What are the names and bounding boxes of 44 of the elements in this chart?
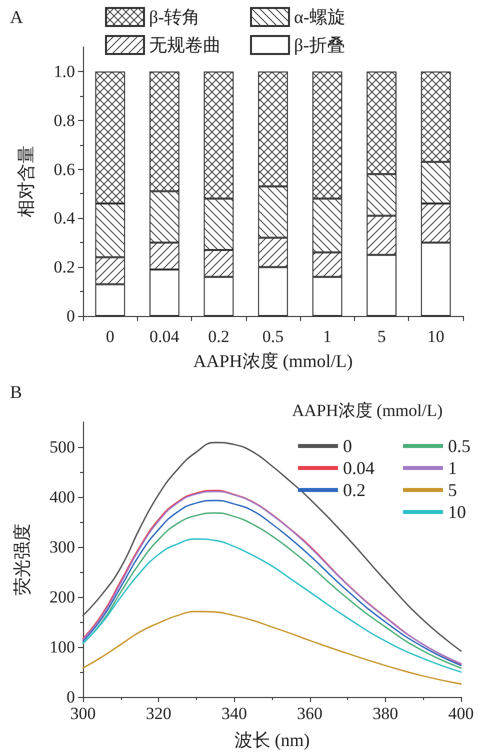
x-axis-title: AAPH浓度 (mmol/L)	[193, 351, 353, 371]
x-tick-label: 360	[297, 704, 323, 723]
y-tick-label: 0.4	[54, 208, 76, 228]
y-tick-label: 0	[66, 306, 75, 326]
legend-label: 1	[448, 458, 457, 478]
line-series	[82, 610, 462, 685]
y-tick-label: 0.6	[54, 160, 75, 179]
legend-label: 无规卷曲	[149, 35, 221, 55]
x-tick-label: 320	[146, 704, 172, 723]
legend-label: 0.2	[343, 480, 366, 500]
text: B	[10, 382, 22, 402]
y-axis-title: 荧光强度	[12, 524, 32, 596]
y-axis-title: 相对含量	[16, 146, 36, 218]
legend-label: 5	[448, 480, 457, 500]
x-tick-label: 0	[106, 327, 114, 346]
legend-label: β-转角	[149, 7, 200, 27]
y-tick-label: 200	[50, 588, 75, 606]
x-tick-label: 0.04	[150, 327, 180, 346]
y-tick-label: 300	[50, 538, 75, 556]
x-tick-label: 5	[377, 327, 386, 346]
text: A	[10, 7, 23, 27]
x-tick-label: 10	[427, 327, 444, 346]
legend-label: β-折叠	[294, 35, 346, 55]
y-tick-label: 400	[50, 488, 75, 506]
y-tick-label: 0.8	[54, 110, 75, 130]
x-tick-label: 380	[372, 704, 398, 723]
x-tick-label: 340	[221, 704, 247, 723]
legend-title: AAPH浓度 (mmol/L)	[292, 401, 443, 420]
y-tick-label: 500	[50, 438, 75, 456]
legend-label: 0.04	[343, 458, 374, 478]
y-tick-label: 1.0	[54, 62, 75, 81]
x-tick-label: 400	[448, 704, 474, 723]
x-tick-label: 1	[323, 327, 332, 346]
line-series	[82, 538, 462, 673]
y-tick-label: 100	[50, 638, 75, 656]
x-axis-title: 波长 (nm)	[234, 730, 310, 750]
legend-label: 0.5	[448, 436, 470, 456]
legend-label: α-螺旋	[294, 7, 346, 27]
y-tick-label: 0.2	[54, 258, 75, 277]
y-tick-label: 0	[66, 688, 75, 706]
legend-label: 10	[448, 502, 466, 522]
legend-label: 0	[343, 436, 352, 456]
x-tick-label: 0.5	[262, 327, 284, 346]
x-tick-label: 0.2	[208, 327, 230, 346]
